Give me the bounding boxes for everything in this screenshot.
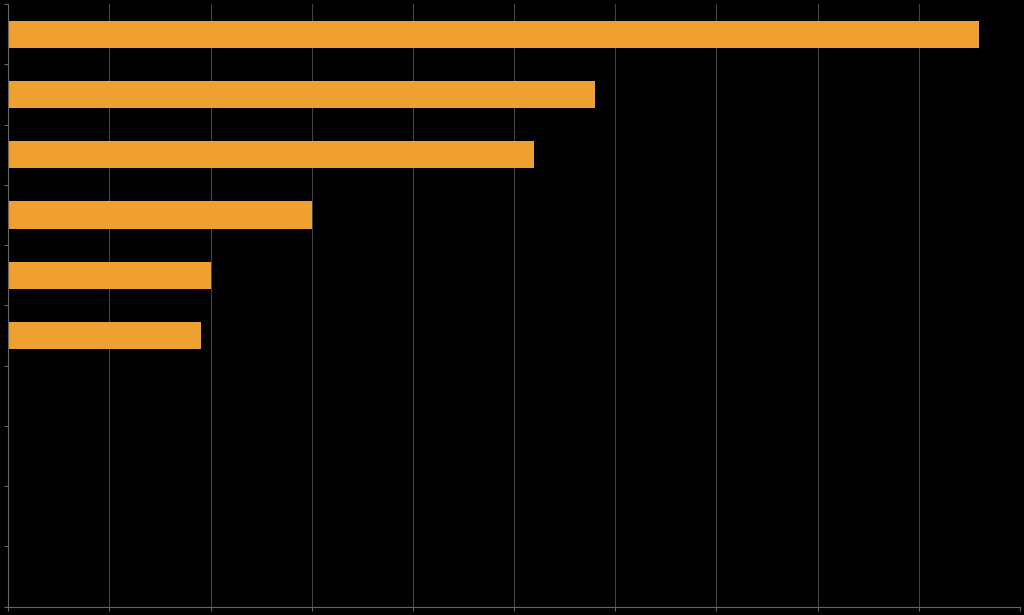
Bar	[8, 141, 535, 169]
Bar	[8, 21, 979, 48]
Bar	[8, 322, 201, 349]
Bar	[8, 262, 211, 289]
Bar	[8, 81, 595, 108]
Bar	[8, 202, 311, 229]
